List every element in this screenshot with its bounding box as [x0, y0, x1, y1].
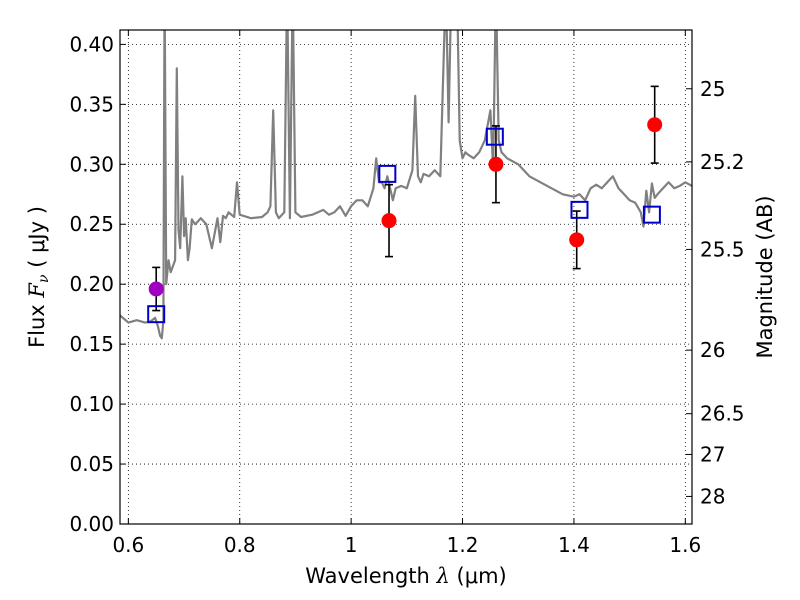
- y-axis-unit: ( μJy ): [25, 206, 49, 268]
- y-axis-symbol: F: [25, 282, 49, 299]
- y2-tick-label: 27: [700, 442, 725, 466]
- x-tick-label: 1.6: [669, 533, 701, 557]
- model-point: [642, 205, 661, 224]
- y2-tick-label: 25.5: [700, 237, 745, 261]
- y-tick-label: 0.00: [69, 512, 114, 536]
- model-point: [378, 164, 397, 183]
- y-axis-title: Flux Fν ( μJy ): [25, 206, 52, 348]
- data-point: [148, 281, 164, 297]
- data-point: [647, 117, 663, 133]
- y-axis-subscript: ν: [36, 274, 52, 283]
- y-tick-label: 0.10: [69, 392, 114, 416]
- x-axis-title: Wavelength λ (μm): [305, 564, 506, 588]
- data-point: [488, 156, 504, 172]
- y-tick-label: 0.25: [69, 212, 114, 236]
- y-tick-label: 0.20: [69, 272, 114, 296]
- plot-frame: [119, 29, 693, 525]
- model-point: [485, 127, 504, 146]
- y2-tick-label: 25.2: [700, 150, 745, 174]
- tick-labels: 0.6 0.8 1 1.2 1.4 1.6 0.00 0.05 0.10 0.15 0.20 0.25…: [69, 32, 744, 557]
- y-tick-label: 0.40: [69, 32, 114, 56]
- model-point: [147, 305, 166, 324]
- y-tick-label: 0.15: [69, 332, 114, 356]
- y2-tick-label: 28: [700, 484, 725, 508]
- y-tick-label: 0.35: [69, 92, 114, 116]
- data-point: [381, 213, 397, 229]
- ticks: [120, 30, 692, 525]
- y-tick-label: 0.05: [69, 452, 114, 476]
- x-axis-symbol: λ: [436, 564, 450, 588]
- x-tick-label: 0.8: [224, 533, 256, 557]
- x-tick-label: 1.2: [447, 533, 479, 557]
- y2-tick-label: 25: [700, 77, 725, 101]
- y2-tick-label: 26: [700, 338, 725, 362]
- x-tick-label: 1.4: [558, 533, 590, 557]
- marker-layer: [147, 85, 663, 324]
- y2-tick-label: 26.5: [700, 402, 745, 426]
- data-point: [569, 232, 585, 248]
- y-tick-label: 0.30: [69, 152, 114, 176]
- x-tick-label: 0.6: [112, 533, 144, 557]
- plot-background: [120, 30, 692, 524]
- x-axis-unit: (μm): [457, 564, 507, 588]
- model-point: [570, 200, 589, 219]
- x-tick-label: 1: [345, 533, 358, 557]
- x-axis-label: Wavelength: [305, 564, 430, 588]
- y2-axis-title: Magnitude (AB): [753, 195, 777, 358]
- y-axis-label: Flux: [25, 304, 49, 348]
